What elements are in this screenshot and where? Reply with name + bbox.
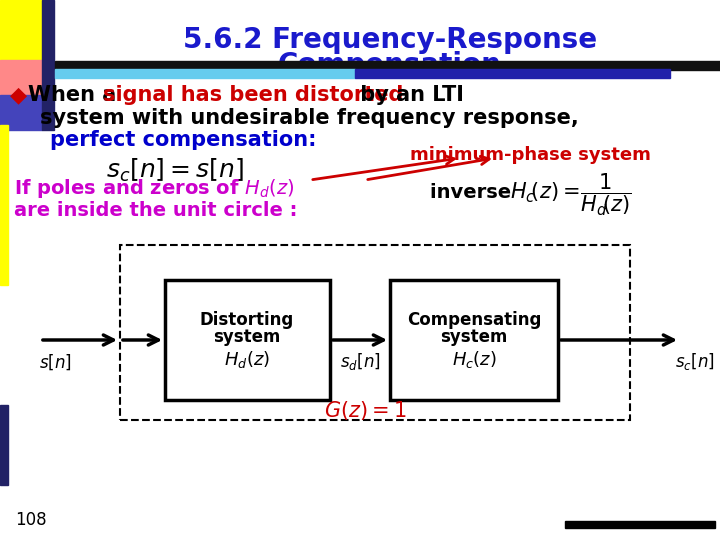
Bar: [355, 69, 670, 78]
Bar: [0, 95, 42, 130]
Text: minimum-phase system: minimum-phase system: [410, 146, 650, 164]
Text: $s_c\left[n\right]=s\left[n\right]$: $s_c\left[n\right]=s\left[n\right]$: [106, 157, 244, 184]
Text: $s[n]$: $s[n]$: [39, 352, 71, 372]
Text: perfect compensation:: perfect compensation:: [50, 130, 317, 150]
Text: If poles and zeros of $H_d(z)$: If poles and zeros of $H_d(z)$: [14, 177, 294, 199]
Text: are inside the unit circle :: are inside the unit circle :: [14, 200, 297, 219]
Bar: [0, 0, 42, 60]
Bar: [120, 245, 630, 420]
Bar: [565, 521, 715, 528]
Bar: [0, 60, 42, 95]
Text: $H_d(z)$: $H_d(z)$: [224, 349, 270, 370]
Text: Compensating: Compensating: [407, 311, 541, 329]
Text: signal has been distorted: signal has been distorted: [103, 85, 403, 105]
Text: When a: When a: [28, 85, 124, 105]
Text: by an LTI: by an LTI: [353, 85, 464, 105]
Text: $s_d[n]$: $s_d[n]$: [340, 352, 380, 373]
Text: inverse: inverse: [430, 183, 518, 201]
Bar: [55, 69, 355, 78]
Bar: [390, 280, 558, 400]
Text: $s_c[n]$: $s_c[n]$: [675, 352, 715, 373]
Bar: [165, 280, 330, 400]
Text: Distorting: Distorting: [200, 311, 294, 329]
Bar: [0, 125, 8, 285]
Text: 108: 108: [15, 511, 47, 529]
Text: system: system: [441, 328, 508, 346]
Bar: [42, 0, 54, 130]
Text: system: system: [213, 328, 281, 346]
Text: $G\left(z\right)=1$: $G\left(z\right)=1$: [324, 399, 406, 422]
Text: 5.6.2 Frequency-Response: 5.6.2 Frequency-Response: [183, 26, 597, 54]
Text: $H_c\!\left(z\right)=\!\dfrac{1}{H_d\!\left(z\right)}$: $H_c\!\left(z\right)=\!\dfrac{1}{H_d\!\l…: [510, 172, 632, 218]
Text: Compensation: Compensation: [278, 51, 502, 79]
Text: system with undesirable frequency response,: system with undesirable frequency respon…: [40, 108, 579, 128]
Text: $H_c(z)$: $H_c(z)$: [451, 349, 497, 370]
Text: ◆: ◆: [10, 85, 27, 105]
Bar: [0, 405, 8, 485]
Bar: [55, 61, 720, 70]
